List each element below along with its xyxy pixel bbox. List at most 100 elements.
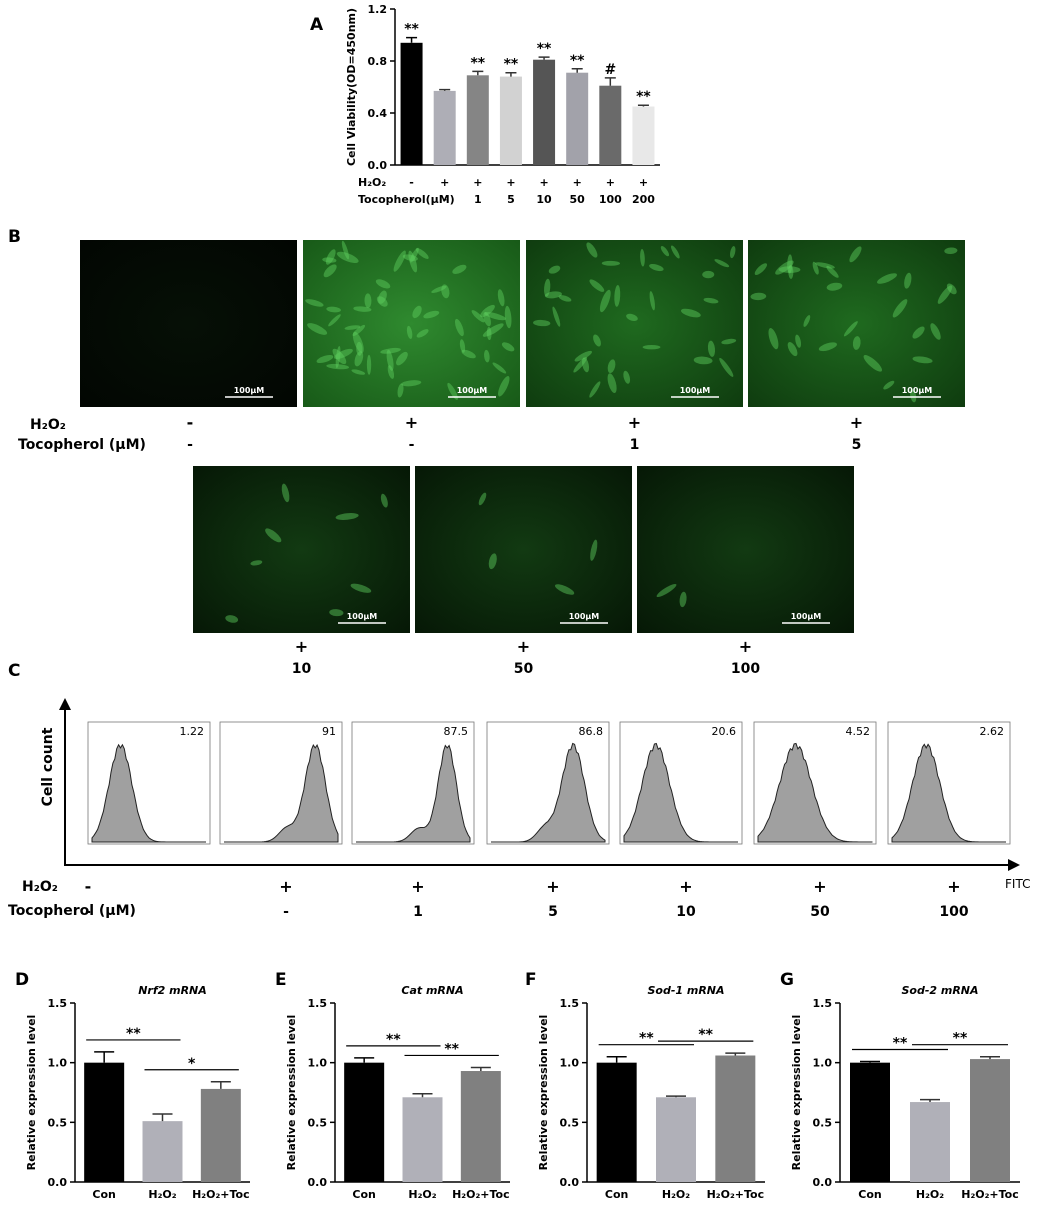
cell (558, 295, 572, 302)
scale-bar-label: 100μM (347, 612, 378, 621)
cell (498, 376, 510, 397)
histogram (757, 742, 873, 843)
cell (680, 308, 701, 318)
cell (329, 609, 344, 617)
row-label: Tocopherol (μM) (8, 903, 136, 919)
percent-label: 20.6 (712, 725, 737, 738)
error-bar (472, 70, 484, 76)
y-tick-label: 0.5 (813, 1116, 833, 1129)
cell (396, 351, 408, 366)
x-tick-label: H₂O₂+Toc (961, 1188, 1019, 1201)
cell (863, 355, 883, 372)
significance-label: ** (386, 1032, 401, 1048)
x-tick-label: Con (858, 1188, 881, 1201)
histogram (623, 742, 738, 843)
cell (441, 284, 450, 299)
cell (336, 251, 359, 264)
panel-label: A (310, 15, 324, 35)
x-tick-label: H₂O₂ (916, 1188, 944, 1201)
error-bar (860, 1060, 880, 1063)
cell (649, 291, 655, 311)
significance-label: ** (537, 41, 552, 57)
y-tick-label: 1.0 (560, 1057, 580, 1070)
y-tick-label: 1.0 (48, 1057, 68, 1070)
tocopherol-value: 100 (731, 661, 760, 677)
cell (795, 334, 802, 348)
chart-title: Nrf2 mRNA (138, 984, 207, 997)
bar (970, 1059, 1010, 1182)
cell (325, 249, 336, 265)
cell (386, 349, 394, 371)
arrow-head (59, 698, 71, 710)
h2o2-sign: - (187, 413, 194, 432)
significance-label: ** (470, 55, 485, 71)
x-tick-label: Con (92, 1188, 115, 1201)
cell (589, 279, 605, 292)
h2o2-sign: + (947, 877, 960, 896)
significance-label: ** (126, 1026, 141, 1042)
cell (482, 323, 504, 337)
x-tick-label: H₂O₂ (662, 1188, 690, 1201)
cell (573, 356, 588, 373)
y-tick-label: 0.0 (368, 159, 388, 172)
row-label: H₂O₂ (22, 879, 58, 895)
cell (415, 248, 429, 259)
micrograph (637, 466, 854, 633)
significance-label: ** (893, 1035, 908, 1051)
cell (818, 342, 837, 352)
cell (423, 310, 440, 319)
cell (670, 245, 680, 259)
error-bar (210, 1081, 231, 1089)
scale-bar-label: 100μM (457, 386, 488, 395)
h2o2-sign: + (739, 637, 752, 656)
condition-value: 10 (536, 193, 552, 206)
micrograph (80, 240, 297, 407)
cell (601, 260, 621, 266)
significance-label: ** (953, 1031, 968, 1047)
cell (812, 261, 819, 275)
y-tick-label: 0.0 (308, 1176, 328, 1189)
row-label: H₂O₂ (30, 417, 66, 433)
cell (614, 285, 621, 307)
bar (466, 75, 489, 165)
cell (702, 270, 715, 279)
micrograph (526, 240, 743, 407)
cell (803, 315, 811, 327)
tocopherol-value: - (283, 904, 289, 920)
cell (849, 246, 862, 263)
cell (326, 306, 341, 313)
bar (460, 1071, 501, 1182)
cell (930, 323, 941, 340)
cell (768, 328, 779, 350)
percent-label: 4.52 (846, 725, 871, 738)
tocopherol-value: 50 (514, 661, 534, 677)
bar (84, 1062, 125, 1182)
y-axis-title: Cell Viability(OD=450nm) (345, 8, 358, 166)
cell (335, 513, 359, 520)
error-bar (354, 1057, 375, 1063)
error-bar (439, 88, 451, 91)
cell (754, 263, 768, 275)
cell (412, 305, 422, 319)
percent-label: 86.8 (579, 725, 604, 738)
cell (581, 357, 590, 373)
cell (787, 342, 798, 357)
cell (892, 299, 908, 318)
micrograph (748, 240, 965, 407)
x-axis-title: FITC (1005, 877, 1030, 891)
cell (333, 348, 353, 360)
cell (483, 312, 491, 327)
y-tick-label: 1.0 (813, 1057, 833, 1070)
tocopherol-value: 10 (676, 904, 696, 920)
tocopherol-value: 5 (548, 904, 558, 920)
cell (447, 382, 458, 400)
condition-value: 1 (474, 193, 482, 206)
h2o2-sign: + (279, 877, 292, 896)
cell (815, 262, 835, 269)
cell (721, 338, 737, 345)
y-tick-label: 0.0 (560, 1176, 580, 1189)
cell (707, 340, 716, 357)
y-axis-title: Cell count (40, 727, 56, 806)
cell (323, 264, 337, 278)
scale-bar-label: 100μM (234, 386, 265, 395)
